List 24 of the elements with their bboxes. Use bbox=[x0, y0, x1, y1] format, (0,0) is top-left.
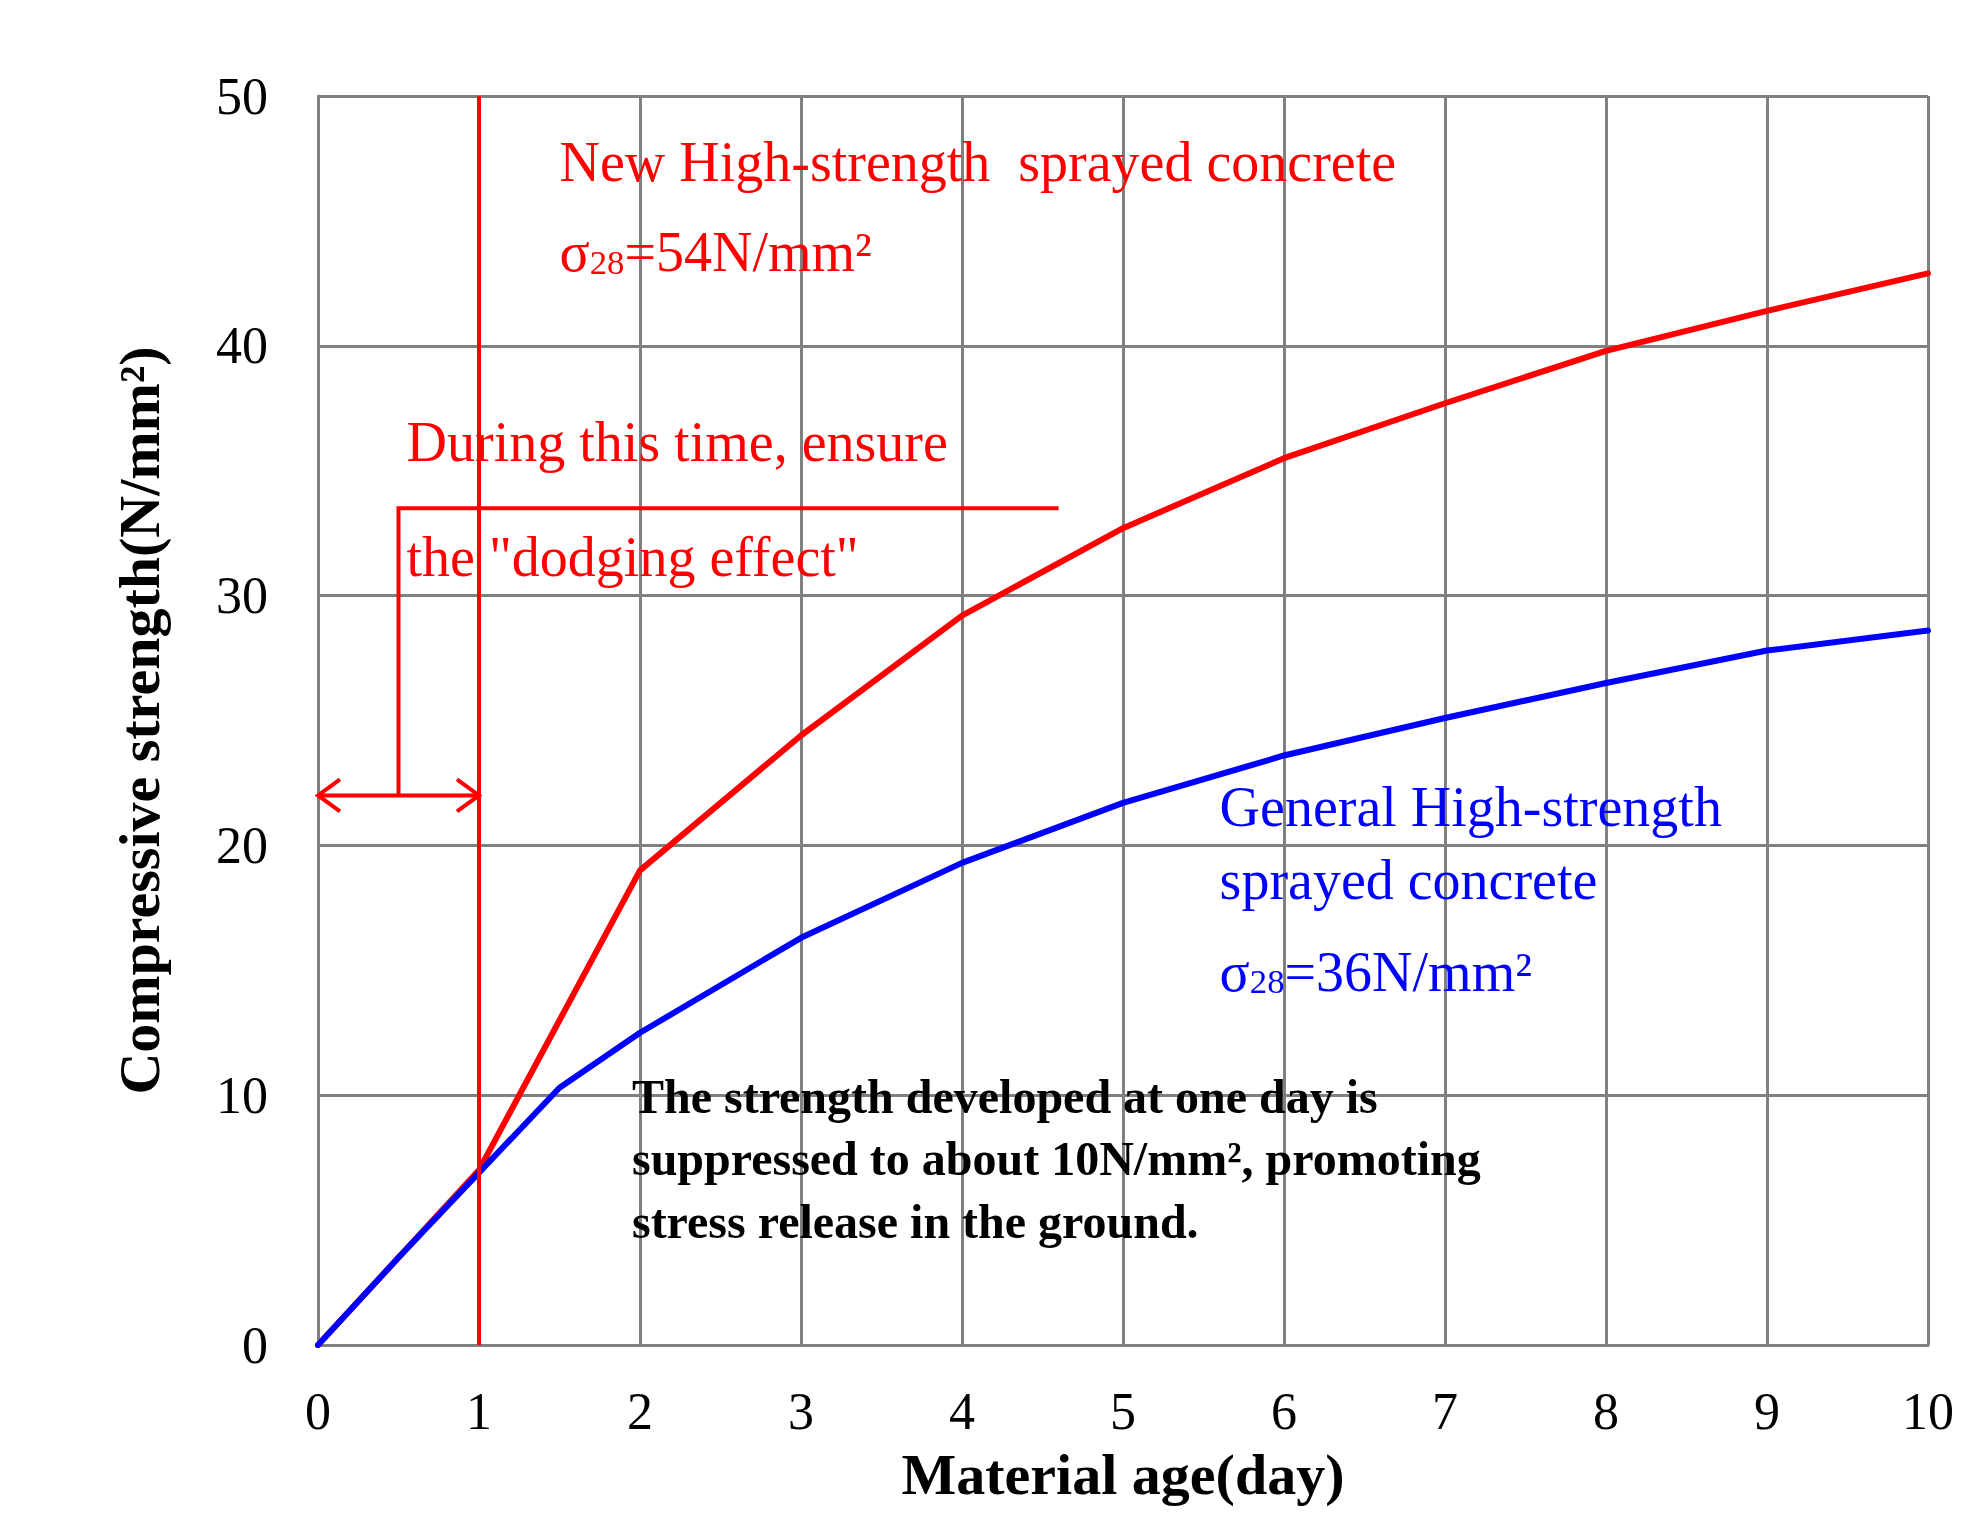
y-tick-label: 40 bbox=[216, 317, 268, 375]
annotation: σ28=36N/mm² bbox=[1219, 940, 1533, 1003]
series-label: General High-strength sprayed concrete bbox=[1219, 775, 1722, 911]
y-tick-label: 30 bbox=[216, 567, 268, 625]
y-axis-title: Compressive strength(N/mm²) bbox=[106, 346, 172, 1095]
x-tick-label: 10 bbox=[1902, 1382, 1954, 1440]
x-tick-label: 9 bbox=[1754, 1382, 1780, 1440]
y-tick-label: 50 bbox=[216, 67, 268, 125]
x-tick-label: 5 bbox=[1110, 1382, 1136, 1440]
annotation: σ28=54N/mm² bbox=[559, 221, 872, 284]
x-tick-label: 4 bbox=[949, 1382, 975, 1440]
y-tick-label: 0 bbox=[242, 1316, 268, 1374]
y-tick-label: 10 bbox=[216, 1066, 268, 1124]
x-tick-label: 3 bbox=[788, 1382, 814, 1440]
y-tick-label: 20 bbox=[216, 816, 268, 874]
text: New High-strength sprayed concrete bbox=[559, 131, 1397, 194]
annotation: The strength developed at one day is suppressed to about 10N/mm², promoting stress release in the ground. bbox=[631, 1069, 1481, 1248]
x-tick-label: 0 bbox=[305, 1382, 331, 1440]
x-tick-label: 6 bbox=[1271, 1382, 1297, 1440]
x-tick-label: 1 bbox=[466, 1382, 492, 1440]
x-tick-label: 7 bbox=[1432, 1382, 1458, 1440]
x-axis-title: Material age(day) bbox=[901, 1441, 1345, 1507]
x-tick-label: 2 bbox=[627, 1382, 653, 1440]
x-tick-label: 8 bbox=[1593, 1382, 1619, 1440]
